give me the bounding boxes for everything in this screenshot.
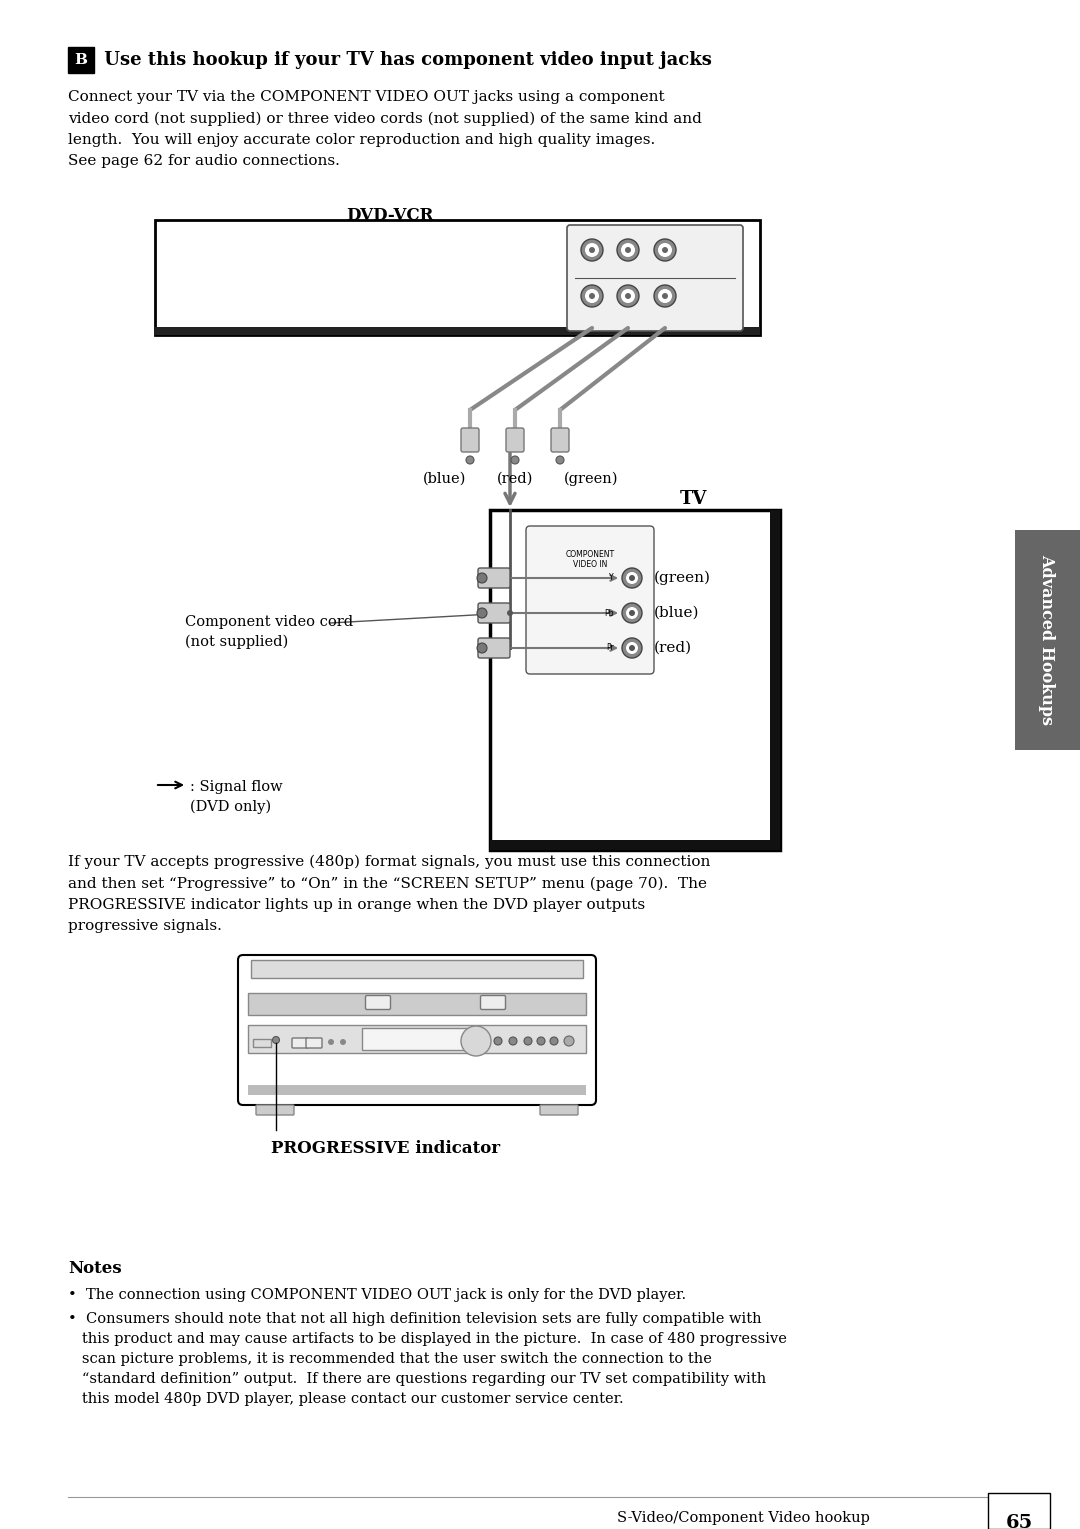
Circle shape xyxy=(622,638,642,657)
Circle shape xyxy=(477,644,487,653)
Circle shape xyxy=(662,248,669,252)
Text: •  The connection using COMPONENT VIDEO OUT jack is only for the DVD player.: • The connection using COMPONENT VIDEO O… xyxy=(68,1287,686,1303)
Circle shape xyxy=(585,289,599,303)
Bar xyxy=(156,327,760,335)
Text: Pr: Pr xyxy=(606,644,615,653)
Circle shape xyxy=(328,1040,334,1044)
Circle shape xyxy=(589,248,595,252)
Circle shape xyxy=(507,610,513,616)
Circle shape xyxy=(564,1037,573,1046)
Bar xyxy=(156,220,760,335)
Circle shape xyxy=(658,289,672,303)
Text: If your TV accepts progressive (480p) format signals, you must use this connecti: If your TV accepts progressive (480p) fo… xyxy=(68,855,711,934)
Circle shape xyxy=(658,243,672,257)
Text: PROGRESSIVE indicator: PROGRESSIVE indicator xyxy=(271,1141,500,1157)
Text: Y: Y xyxy=(609,573,615,583)
Circle shape xyxy=(556,456,564,463)
Circle shape xyxy=(581,284,603,307)
Bar xyxy=(988,1492,1050,1529)
Circle shape xyxy=(654,284,676,307)
Circle shape xyxy=(654,239,676,261)
Circle shape xyxy=(625,248,631,252)
Text: (red): (red) xyxy=(654,641,692,654)
Bar xyxy=(770,511,780,850)
Circle shape xyxy=(461,1026,491,1057)
Circle shape xyxy=(629,575,635,581)
Text: : Signal flow
(DVD only): : Signal flow (DVD only) xyxy=(190,780,283,813)
Bar xyxy=(490,511,780,850)
Text: Connect your TV via the COMPONENT VIDEO OUT jacks using a component
video cord (: Connect your TV via the COMPONENT VIDEO … xyxy=(68,90,702,168)
Text: (blue): (blue) xyxy=(654,605,700,619)
Circle shape xyxy=(629,645,635,651)
Circle shape xyxy=(622,567,642,589)
Circle shape xyxy=(621,289,635,303)
Circle shape xyxy=(272,1037,280,1043)
Text: COMPONENT
VIDEO IN: COMPONENT VIDEO IN xyxy=(566,550,615,569)
Circle shape xyxy=(524,1037,532,1044)
Text: (blue): (blue) xyxy=(422,472,465,486)
Circle shape xyxy=(465,456,474,463)
Bar xyxy=(248,1024,586,1053)
FancyBboxPatch shape xyxy=(526,526,654,674)
FancyBboxPatch shape xyxy=(238,956,596,1105)
Circle shape xyxy=(621,243,635,257)
Text: (red): (red) xyxy=(497,472,534,486)
Circle shape xyxy=(625,294,631,300)
FancyBboxPatch shape xyxy=(461,428,480,453)
Circle shape xyxy=(626,607,638,619)
Text: 65: 65 xyxy=(1005,1514,1032,1529)
Circle shape xyxy=(585,243,599,257)
Circle shape xyxy=(662,294,669,300)
Circle shape xyxy=(537,1037,545,1044)
Bar xyxy=(362,1027,472,1050)
Circle shape xyxy=(494,1037,502,1044)
Text: Advanced Hookups: Advanced Hookups xyxy=(1039,555,1055,725)
Text: Use this hookup if your TV has component video input jacks: Use this hookup if your TV has component… xyxy=(98,50,712,69)
FancyBboxPatch shape xyxy=(478,638,510,657)
Circle shape xyxy=(617,284,639,307)
Bar xyxy=(68,47,94,73)
Text: Component video cord
(not supplied): Component video cord (not supplied) xyxy=(185,615,353,650)
FancyBboxPatch shape xyxy=(306,1038,322,1047)
Text: Notes: Notes xyxy=(68,1260,122,1277)
FancyBboxPatch shape xyxy=(365,995,391,1009)
Bar xyxy=(490,839,780,850)
FancyBboxPatch shape xyxy=(478,567,510,589)
Text: B: B xyxy=(75,54,87,67)
FancyBboxPatch shape xyxy=(256,1105,294,1115)
Text: (green): (green) xyxy=(654,570,711,586)
FancyBboxPatch shape xyxy=(481,995,505,1009)
Circle shape xyxy=(340,1040,346,1044)
FancyBboxPatch shape xyxy=(292,1038,308,1047)
Bar xyxy=(1015,531,1080,751)
Circle shape xyxy=(629,610,635,616)
Bar xyxy=(248,992,586,1015)
FancyBboxPatch shape xyxy=(540,1105,578,1115)
Circle shape xyxy=(589,294,595,300)
Circle shape xyxy=(477,573,487,583)
Bar xyxy=(253,1040,271,1047)
Text: Pb: Pb xyxy=(605,609,615,618)
Text: TV: TV xyxy=(680,489,707,508)
FancyBboxPatch shape xyxy=(567,225,743,330)
Text: •  Consumers should note that not all high definition television sets are fully : • Consumers should note that not all hig… xyxy=(68,1312,787,1407)
Bar xyxy=(251,960,583,979)
Text: S-Video/Component Video hookup: S-Video/Component Video hookup xyxy=(617,1511,870,1524)
Bar xyxy=(248,1086,586,1095)
Circle shape xyxy=(511,456,519,463)
Circle shape xyxy=(626,642,638,654)
Circle shape xyxy=(617,239,639,261)
FancyBboxPatch shape xyxy=(478,602,510,622)
Text: DVD-VCR: DVD-VCR xyxy=(347,206,434,225)
Circle shape xyxy=(581,239,603,261)
FancyBboxPatch shape xyxy=(507,428,524,453)
Circle shape xyxy=(477,609,487,618)
Circle shape xyxy=(626,572,638,584)
Circle shape xyxy=(550,1037,558,1044)
FancyBboxPatch shape xyxy=(551,428,569,453)
Circle shape xyxy=(509,1037,517,1044)
Circle shape xyxy=(622,602,642,622)
Text: (green): (green) xyxy=(564,472,619,486)
